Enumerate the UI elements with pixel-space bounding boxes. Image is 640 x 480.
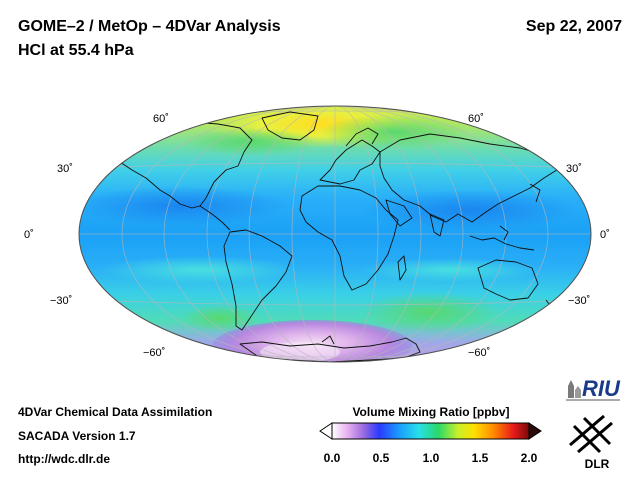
coastlines <box>107 111 561 362</box>
lat-label-left-0: 0˚ <box>24 229 34 241</box>
lat-label-right-0: 0˚ <box>600 229 610 241</box>
colorbar-tick-1: 0.5 <box>373 451 390 465</box>
colorbar-tick-2: 1.0 <box>423 451 440 465</box>
colorbar-ramp <box>331 422 530 440</box>
colorbar-title: Volume Mixing Ratio [ppbv] <box>352 405 509 419</box>
map-title: GOME–2 / MetOp – 4DVar Analysis <box>18 18 281 35</box>
map-subtitle: HCl at 55.4 hPa <box>18 42 134 59</box>
lat-label-left-m30: −30˚ <box>50 295 72 307</box>
lat-label-left-60: 60˚ <box>153 113 169 125</box>
riu-logo: RIU <box>566 376 621 401</box>
map-date: Sep 22, 2007 <box>525 18 622 35</box>
footer-line-2: SACADA Version 1.7 <box>18 429 136 443</box>
colorbar-tick-0: 0.0 <box>324 451 341 465</box>
dlr-logo-text: DLR <box>585 457 610 471</box>
colorbar-underflow-arrow <box>319 422 333 440</box>
colorbar-tick-3: 1.5 <box>472 451 489 465</box>
footer-url-link[interactable]: http://wdc.dlr.de <box>18 452 110 466</box>
lat-label-right-m30: −30˚ <box>568 295 590 307</box>
colorbar-overflow-arrow <box>528 422 542 440</box>
lat-label-right-60: 60˚ <box>468 113 484 125</box>
riu-logo-text: RIU <box>582 376 621 401</box>
colorbar-tick-4: 2.0 <box>521 451 538 465</box>
lat-label-left-m60: −60˚ <box>143 347 165 359</box>
map-outline <box>78 105 592 363</box>
lat-label-right-30: 30˚ <box>566 163 582 175</box>
colorbar: Volume Mixing Ratio [ppbv] 0.0 0.5 1.0 1… <box>319 405 542 465</box>
footer-line-1: 4DVar Chemical Data Assimilation <box>18 405 213 419</box>
dlr-logo <box>569 414 613 454</box>
lat-label-right-m60: −60˚ <box>468 347 490 359</box>
lat-label-left-30: 30˚ <box>57 163 73 175</box>
